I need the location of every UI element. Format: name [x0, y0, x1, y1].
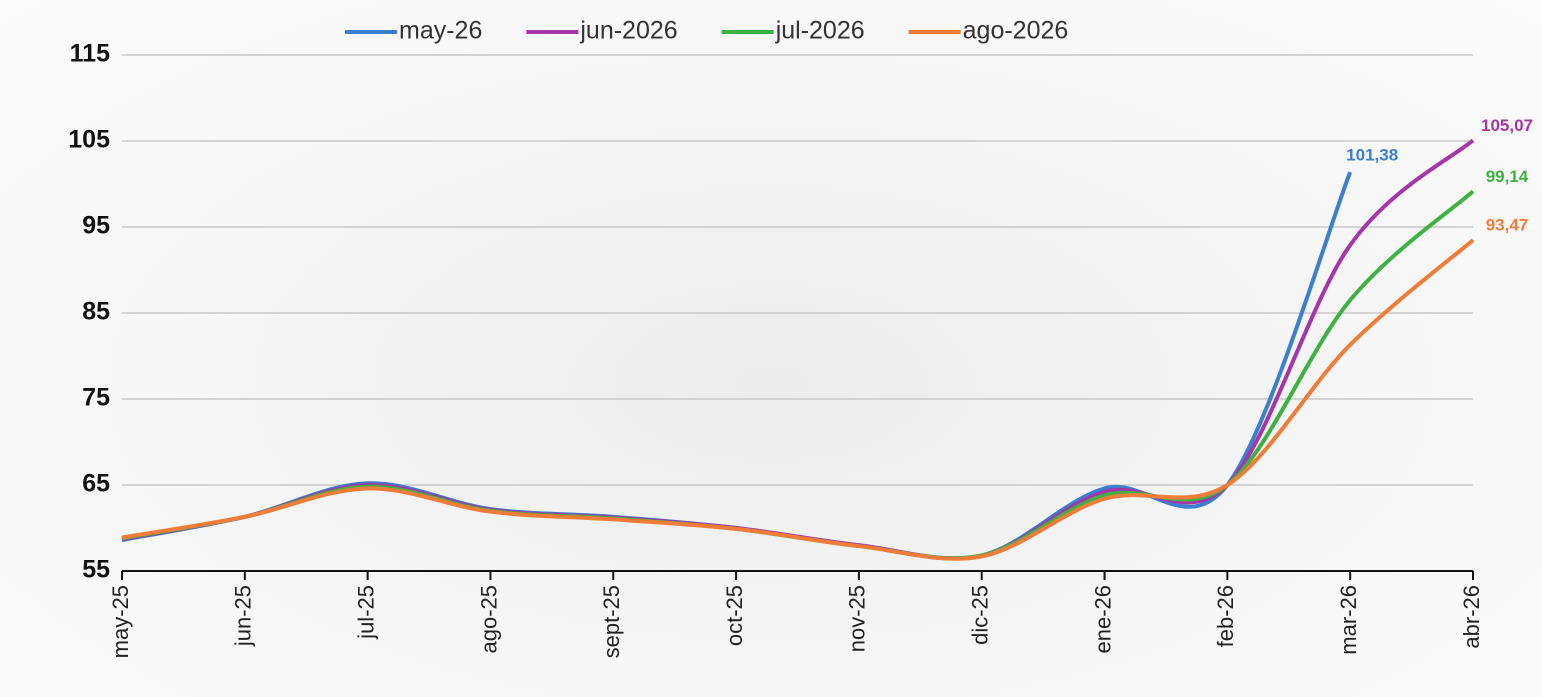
y-tick-label: 75 — [82, 384, 110, 412]
y-tick-label: 105 — [68, 126, 110, 154]
x-tick-label: nov-25 — [845, 585, 870, 652]
legend-label: ago-2026 — [963, 17, 1069, 45]
legend-label: jul-2026 — [775, 17, 865, 45]
x-tick-label: feb-26 — [1213, 585, 1238, 647]
legend-label: may-26 — [399, 17, 482, 45]
x-tick-label: jul-25 — [353, 585, 378, 640]
x-tick-label: jun-25 — [231, 585, 256, 647]
x-tick-label: sept-25 — [599, 585, 624, 658]
data-label: 99,14 — [1486, 167, 1529, 186]
y-tick-label: 55 — [82, 556, 110, 584]
x-tick-label: ago-25 — [476, 585, 501, 654]
data-label: 101,38 — [1346, 146, 1398, 165]
y-tick-label: 85 — [82, 298, 110, 326]
x-tick-label: dic-25 — [968, 585, 993, 645]
x-tick-label: abr-26 — [1459, 585, 1484, 649]
y-tick-label: 115 — [70, 40, 110, 68]
x-tick-label: mar-26 — [1336, 585, 1361, 655]
legend-label: jun-2026 — [579, 17, 677, 45]
data-label: 93,47 — [1486, 216, 1529, 235]
series-line — [121, 189, 1475, 561]
x-tick-label: ene-26 — [1090, 585, 1115, 654]
series-line — [121, 238, 1475, 561]
x-tick-label: may-25 — [108, 585, 133, 658]
x-tick-label: oct-25 — [722, 585, 747, 646]
y-tick-label: 65 — [82, 470, 110, 498]
data-label: 105,07 — [1481, 116, 1533, 135]
y-tick-label: 95 — [82, 212, 110, 240]
